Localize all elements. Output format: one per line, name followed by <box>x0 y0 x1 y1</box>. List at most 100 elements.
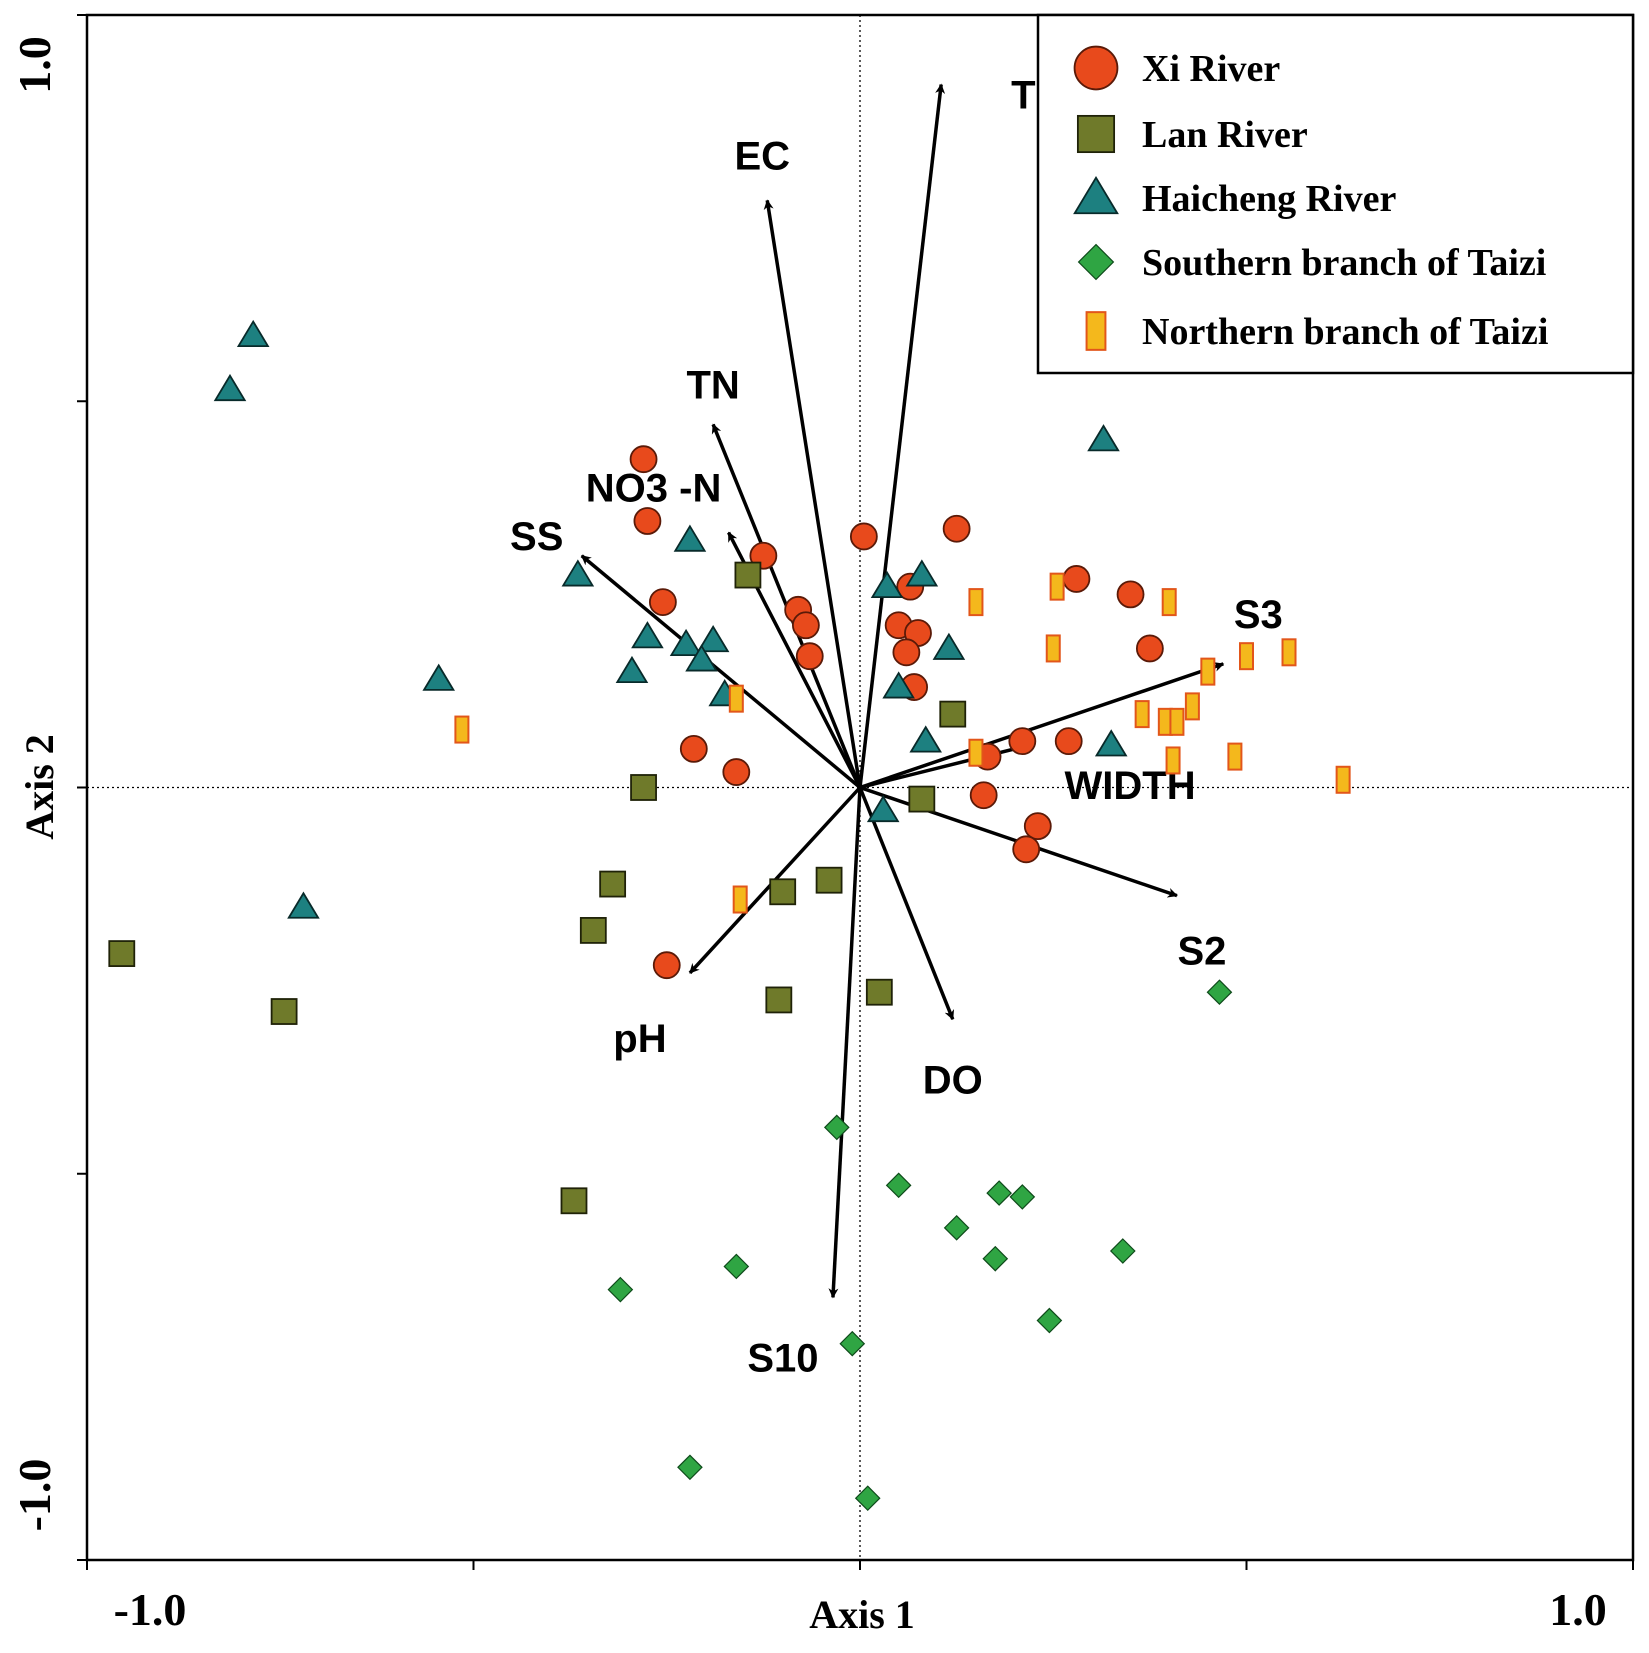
haicheng-river-point <box>561 559 595 587</box>
vector-t <box>858 83 946 788</box>
northern-branch-of-taizi-point <box>1227 742 1243 771</box>
lan-river-point <box>630 774 657 801</box>
vector-label-ph: pH <box>613 1017 666 1061</box>
legend-marker-xi-river <box>1073 45 1119 91</box>
lan-river-point <box>939 700 967 728</box>
lan-river-point <box>815 866 843 894</box>
xi-river-point <box>791 611 820 640</box>
xi-river-point <box>969 781 998 810</box>
haicheng-river-point <box>631 621 664 649</box>
lan-river-point <box>908 785 936 813</box>
lan-river-point <box>108 940 136 967</box>
legend-marker-haicheng-river <box>1073 175 1119 215</box>
haicheng-river-point <box>882 671 915 699</box>
haicheng-river-point <box>673 524 707 552</box>
haicheng-river-point <box>685 644 718 672</box>
lan-river-point <box>599 870 627 898</box>
haicheng-river-point <box>905 559 939 587</box>
northern-branch-of-taizi-point <box>1335 765 1351 794</box>
northern-branch-of-taizi-point <box>1049 572 1065 601</box>
northern-branch-of-taizi-point <box>732 885 748 914</box>
haicheng-river-point <box>1094 729 1128 757</box>
northern-branch-of-taizi-point <box>1045 634 1061 663</box>
southern-branch-of-taizi-point <box>677 1454 703 1481</box>
xi-river-point <box>629 445 658 474</box>
xi-river-point <box>633 507 662 535</box>
vector-label-s10: S10 <box>747 1336 818 1380</box>
southern-branch-of-taizi-point <box>885 1172 912 1199</box>
northern-branch-of-taizi-point <box>1281 638 1297 667</box>
xi-river-point <box>1054 727 1083 756</box>
southern-branch-of-taizi-point <box>943 1214 970 1241</box>
vector-label-s2: S2 <box>1177 930 1226 974</box>
xi-river-point <box>942 514 971 543</box>
northern-branch-of-taizi-point <box>968 738 984 767</box>
northern-branch-of-taizi-point <box>1200 657 1216 686</box>
vector-do <box>858 786 955 1021</box>
xi-river-point <box>1012 835 1041 864</box>
xi-river-point <box>1008 727 1037 756</box>
haicheng-river-point <box>287 891 320 919</box>
haicheng-river-point <box>213 373 247 402</box>
legend: Xi River Lan River Haicheng River Southern … <box>1036 13 1635 375</box>
sample-points <box>108 319 1351 1512</box>
northern-branch-of-taizi-point <box>1169 707 1185 736</box>
xi-river-point <box>1135 634 1164 663</box>
legend-label-northern-branch-of-taizi: Northern branch of Taizi <box>1142 311 1548 353</box>
haicheng-river-point <box>236 319 270 347</box>
haicheng-river-point <box>1087 424 1120 452</box>
x-axis-title: Axis 1 <box>809 1592 915 1637</box>
haicheng-river-point <box>909 725 942 753</box>
northern-branch-of-taizi-point <box>968 588 984 617</box>
haicheng-river-point <box>866 794 900 823</box>
vector-s3 <box>859 662 1225 790</box>
x-tick-label-min: -1.0 <box>114 1584 187 1635</box>
vector-label-s3: S3 <box>1234 593 1283 637</box>
legend-label-lan-river: Lan River <box>1142 114 1308 156</box>
xi-river-point <box>652 951 681 980</box>
x-tick-label-max: 1.0 <box>1549 1584 1607 1635</box>
northern-branch-of-taizi-point <box>1239 642 1254 671</box>
xi-river-point <box>1062 565 1091 593</box>
vector-label-t: T <box>1011 74 1035 118</box>
xi-river-point <box>849 522 878 551</box>
northern-branch-of-taizi-point <box>1184 692 1200 721</box>
lan-river-point <box>765 986 793 1014</box>
legend-label-haicheng-river: Haicheng River <box>1142 178 1396 220</box>
legend-box <box>1036 13 1635 375</box>
legend-marker-southern-branch-of-taizi <box>1077 243 1115 281</box>
southern-branch-of-taizi-point <box>1009 1184 1036 1210</box>
southern-branch-of-taizi-point <box>723 1253 750 1280</box>
southern-branch-of-taizi-point <box>607 1276 634 1303</box>
haicheng-river-point <box>422 663 456 691</box>
vector-ec <box>763 199 862 788</box>
y-tick-label-max: 1.0 <box>9 36 60 94</box>
xi-river-point <box>795 642 824 671</box>
vector-label-tn: TN <box>686 363 739 407</box>
vector-label-ec: EC <box>734 134 790 178</box>
northern-branch-of-taizi-point <box>1165 746 1181 775</box>
northern-branch-of-taizi-point <box>454 715 470 744</box>
legend-items: Xi River Lan River Haicheng River Southern … <box>1073 45 1548 353</box>
xi-river-point <box>679 734 708 763</box>
southern-branch-of-taizi-point <box>986 1180 1012 1206</box>
xi-river-point <box>892 638 921 667</box>
southern-branch-of-taizi-point <box>823 1114 850 1141</box>
xi-river-point <box>1023 812 1052 841</box>
xi-river-point <box>648 588 677 616</box>
northern-branch-of-taizi-point <box>1161 588 1177 617</box>
vector-s10 <box>828 787 862 1299</box>
vector-label-ss: SS <box>510 515 563 559</box>
haicheng-river-point <box>870 570 904 599</box>
southern-branch-of-taizi-point <box>982 1245 1009 1272</box>
southern-branch-of-taizi-point <box>839 1330 866 1357</box>
northern-branch-of-taizi-point <box>1134 700 1150 729</box>
vector-ss <box>580 554 862 789</box>
y-tick-label-min: -1.0 <box>9 1459 60 1532</box>
southern-branch-of-taizi-point <box>1109 1238 1136 1264</box>
legend-marker-northern-branch-of-taizi <box>1085 311 1107 351</box>
vector-label-do: DO <box>923 1058 983 1102</box>
southern-branch-of-taizi-point <box>854 1485 881 1512</box>
